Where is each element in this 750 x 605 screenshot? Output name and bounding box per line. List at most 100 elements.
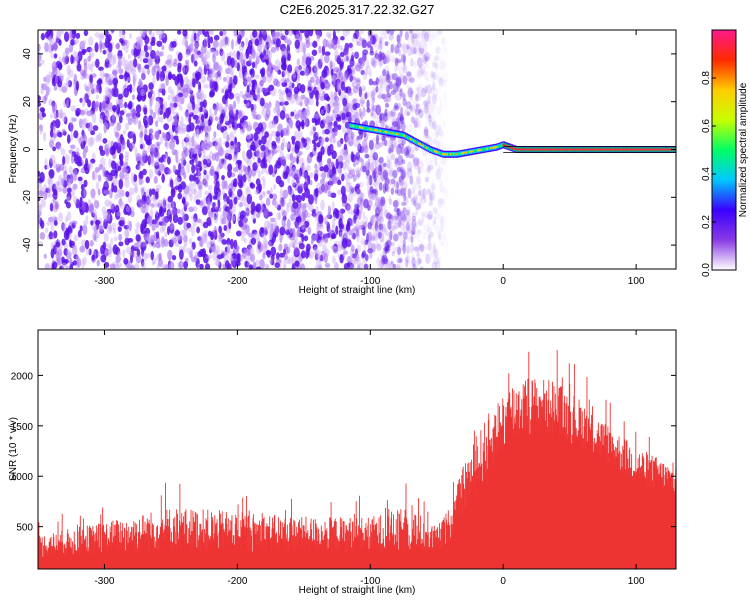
noise-speck xyxy=(203,233,208,245)
noise-speck xyxy=(214,204,218,210)
noise-speck xyxy=(373,111,377,121)
noise-speck xyxy=(332,101,339,107)
noise-speck xyxy=(100,244,105,255)
noise-speck xyxy=(433,250,439,258)
noise-speck xyxy=(433,130,437,136)
noise-speck xyxy=(378,156,384,164)
noise-speck xyxy=(202,172,209,183)
noise-speck xyxy=(86,46,93,53)
noise-speck xyxy=(115,262,120,269)
noise-speck xyxy=(59,265,64,269)
noise-speck xyxy=(424,56,430,62)
noise-speck xyxy=(328,43,333,49)
noise-speck xyxy=(257,157,261,164)
noise-speck xyxy=(400,187,404,197)
noise-speck xyxy=(202,149,206,158)
noise-speck xyxy=(405,101,412,110)
noise-speck xyxy=(356,244,362,253)
noise-speck xyxy=(71,220,78,226)
noise-speck xyxy=(262,178,266,189)
noise-speck xyxy=(226,196,230,205)
noise-speck xyxy=(179,249,184,260)
noise-speck xyxy=(299,30,305,34)
noise-speck xyxy=(213,225,217,237)
noise-speck xyxy=(389,55,396,63)
noise-speck xyxy=(73,130,79,139)
noise-speck xyxy=(290,213,296,222)
noise-speck xyxy=(57,131,63,138)
noise-speck xyxy=(355,208,360,217)
noise-speck xyxy=(170,188,176,198)
noise-speck xyxy=(124,173,130,181)
noise-speck xyxy=(443,234,449,243)
noise-speck xyxy=(229,135,236,143)
noise-speck xyxy=(156,40,163,47)
noise-speck xyxy=(424,30,429,42)
noise-speck xyxy=(201,44,207,54)
noise-speck xyxy=(242,174,247,183)
noise-speck xyxy=(411,226,416,235)
noise-speck xyxy=(292,182,297,188)
noise-speck xyxy=(87,137,94,148)
noise-speck xyxy=(94,220,101,225)
noise-speck xyxy=(345,182,352,193)
noise-speck xyxy=(191,225,195,237)
noise-speck xyxy=(417,216,422,227)
noise-speck xyxy=(103,121,109,133)
noise-speck xyxy=(406,71,412,77)
noise-speck xyxy=(317,239,324,247)
noise-speck xyxy=(237,188,243,198)
noise-speck xyxy=(174,176,180,186)
noise-speck xyxy=(420,189,425,197)
noise-speck xyxy=(176,208,181,214)
noise-speck xyxy=(406,167,413,173)
noise-speck xyxy=(362,71,368,80)
noise-speck xyxy=(152,75,156,86)
noise-speck xyxy=(420,266,424,269)
noise-speck xyxy=(421,48,425,58)
x-tick-label: 100 xyxy=(628,576,645,587)
noise-speck xyxy=(279,226,286,236)
noise-speck xyxy=(72,260,78,266)
noise-speck xyxy=(106,223,113,235)
noise-speck xyxy=(61,86,68,93)
noise-speck xyxy=(393,213,400,220)
noise-speck xyxy=(195,124,202,135)
noise-speck xyxy=(155,97,161,108)
noise-speck xyxy=(434,155,438,167)
noise-speck xyxy=(200,75,207,84)
noise-speck xyxy=(189,159,195,165)
noise-speck xyxy=(225,141,230,148)
noise-speck xyxy=(391,73,398,81)
noise-speck xyxy=(151,188,156,196)
noise-speck xyxy=(66,64,71,76)
noise-speck xyxy=(331,79,337,86)
noise-speck xyxy=(223,60,228,66)
noise-speck xyxy=(393,65,398,73)
noise-speck xyxy=(365,160,371,170)
noise-speck xyxy=(172,164,177,173)
noise-speck xyxy=(388,170,394,177)
noise-speck xyxy=(369,219,374,227)
noise-speck xyxy=(235,96,240,102)
noise-speck xyxy=(306,153,313,164)
noise-speck xyxy=(66,196,71,202)
noise-speck xyxy=(212,105,216,111)
noise-speck xyxy=(342,97,348,107)
noise-speck xyxy=(203,109,209,119)
noise-speck xyxy=(428,201,433,207)
noise-speck xyxy=(376,215,382,224)
noise-speck xyxy=(63,170,68,181)
noise-speck xyxy=(291,178,296,187)
noise-speck xyxy=(349,169,353,175)
noise-speck xyxy=(419,63,426,75)
noise-speck xyxy=(350,131,355,140)
noise-speck xyxy=(181,138,185,148)
noise-speck xyxy=(66,134,71,144)
noise-speck xyxy=(132,84,136,93)
noise-speck xyxy=(217,234,221,243)
noise-speck xyxy=(167,168,172,175)
noise-speck xyxy=(143,107,148,116)
noise-speck xyxy=(158,258,163,268)
